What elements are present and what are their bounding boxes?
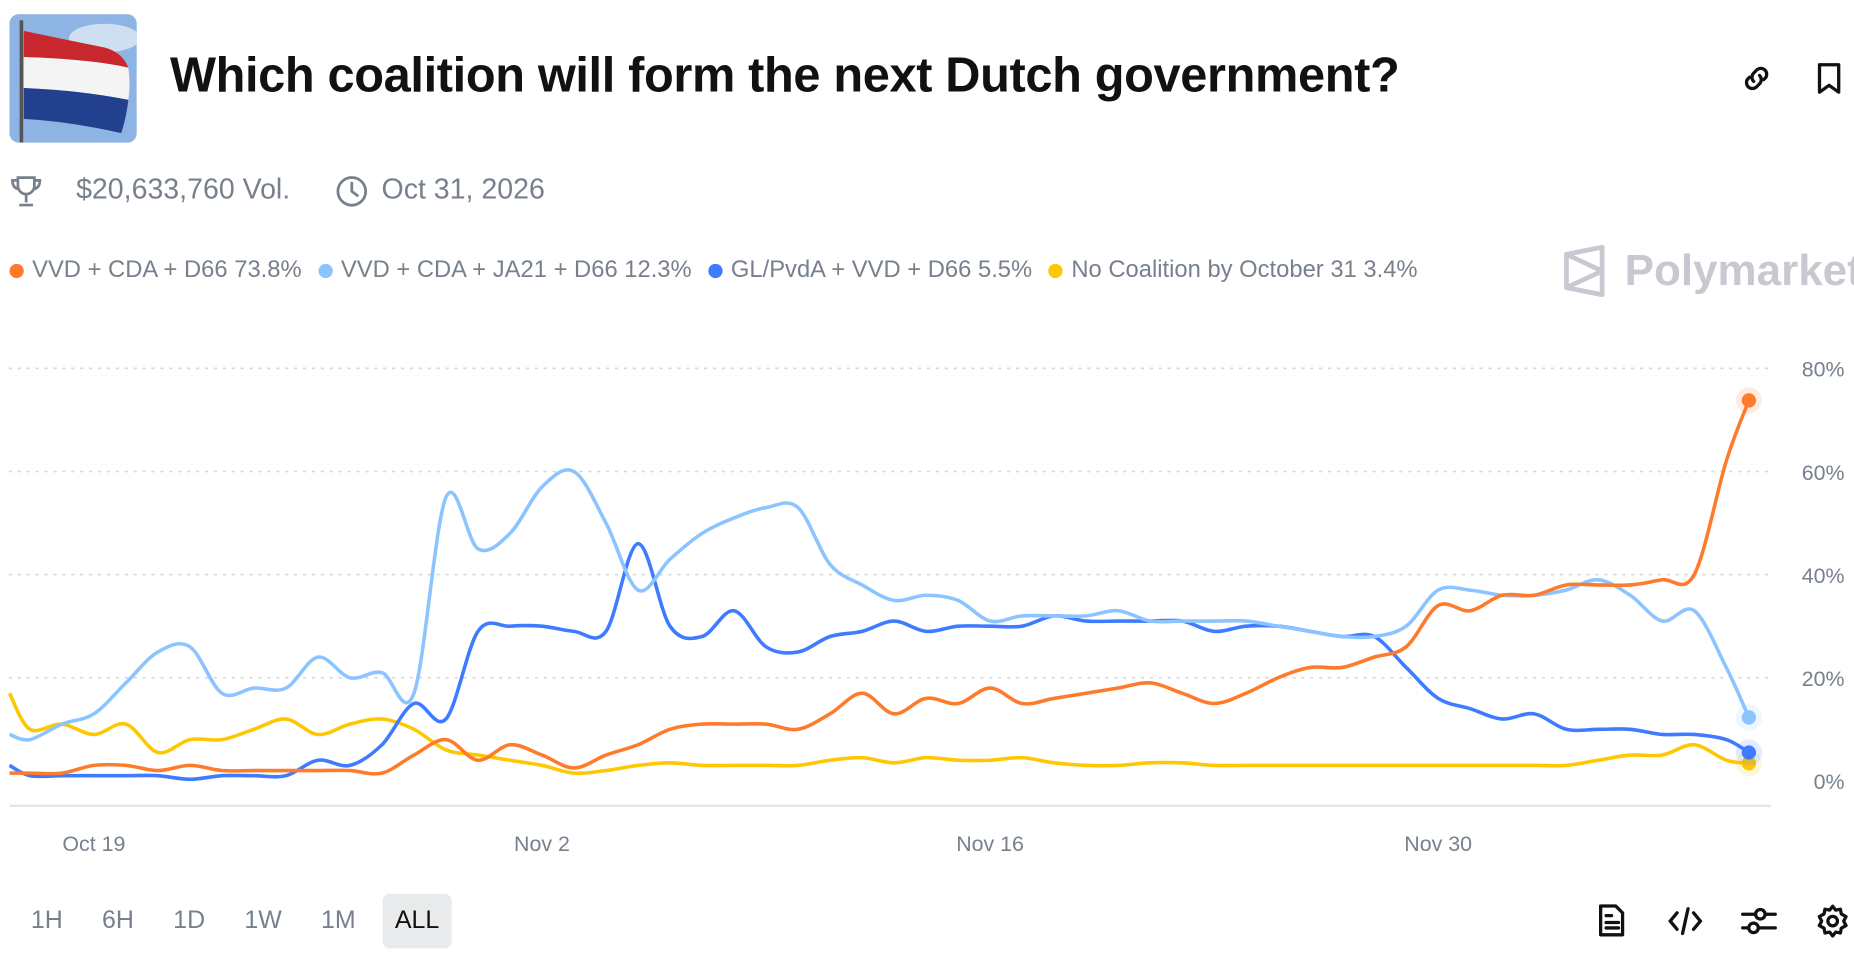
y-tick-label: 0% (1814, 770, 1845, 794)
range-button-1d[interactable]: 1D (173, 906, 206, 935)
x-tick-label: Nov 16 (956, 832, 1024, 856)
series-end-point (1741, 710, 1757, 725)
legend-dot-icon (9, 263, 24, 278)
range-button-1w[interactable]: 1W (244, 906, 282, 935)
legend-item[interactable]: VVD + CDA + JA21 + D66 12.3% (318, 256, 692, 284)
trophy-icon (10, 174, 43, 218)
chart-tools (1590, 900, 1854, 943)
polymarket-wordmark: Polymarket (1624, 246, 1854, 295)
legend-label: VVD + CDA + JA21 + D66 12.3% (340, 256, 692, 283)
clock-icon (335, 174, 368, 218)
series-line (8, 468, 1751, 742)
chart-plot[interactable]: 0% 20% 40% 60% 80% Oct 19 Nov 2 Nov 16 Nov 30 (0, 333, 1854, 868)
range-button-1h[interactable]: 1H (30, 906, 63, 935)
legend-label: No Coalition by October 31 3.4% (1071, 256, 1418, 283)
chart-legend: VVD + CDA + D66 73.8% VVD + CDA + JA21 + … (9, 256, 1435, 284)
sliders-icon[interactable] (1738, 900, 1781, 943)
code-icon[interactable] (1664, 900, 1707, 943)
x-tick-label: Oct 19 (62, 832, 125, 856)
document-icon[interactable] (1590, 900, 1633, 943)
range-button-6h[interactable]: 6H (102, 906, 134, 935)
range-button-all[interactable]: ALL (383, 893, 452, 949)
end-date-text: Oct 31, 2026 (381, 173, 545, 206)
bookmark-icon[interactable] (1808, 57, 1851, 100)
flag-image (9, 14, 137, 143)
legend-dot-icon (1048, 263, 1064, 278)
y-tick-label: 60% (1802, 461, 1845, 485)
link-icon[interactable] (1735, 57, 1778, 100)
legend-label: GL/PvdA + VVD + D66 5.5% (730, 256, 1033, 283)
legend-item[interactable]: VVD + CDA + D66 73.8% (9, 256, 302, 284)
legend-dot-icon (318, 263, 333, 278)
legend-item[interactable]: GL/PvdA + VVD + D66 5.5% (708, 257, 1032, 284)
gear-icon[interactable] (1811, 900, 1854, 943)
y-tick-label: 40% (1802, 564, 1845, 588)
y-tick-label: 80% (1802, 358, 1845, 382)
series-end-point (1741, 756, 1757, 771)
series-end-point (1741, 393, 1757, 408)
series-line (8, 541, 1750, 782)
x-tick-label: Nov 2 (514, 832, 570, 856)
legend-dot-icon (708, 263, 723, 278)
polymarket-logo: Polymarket (1561, 244, 1854, 298)
legend-label: VVD + CDA + D66 73.8% (32, 256, 302, 283)
series-line (7, 692, 1750, 776)
time-range-selector: 1H 6H 1D 1W 1M ALL (19, 893, 467, 949)
range-button-1m[interactable]: 1M (320, 906, 356, 935)
y-tick-label: 20% (1802, 667, 1845, 691)
page-title: Which coalition will form the next Dutch… (169, 47, 1400, 103)
series-line (9, 399, 1751, 776)
legend-item[interactable]: No Coalition by October 31 3.4% (1048, 256, 1418, 284)
volume-text: $20,633,760 Vol. (76, 173, 291, 206)
series-end-point (1741, 745, 1757, 760)
x-tick-label: Nov 30 (1404, 832, 1472, 856)
